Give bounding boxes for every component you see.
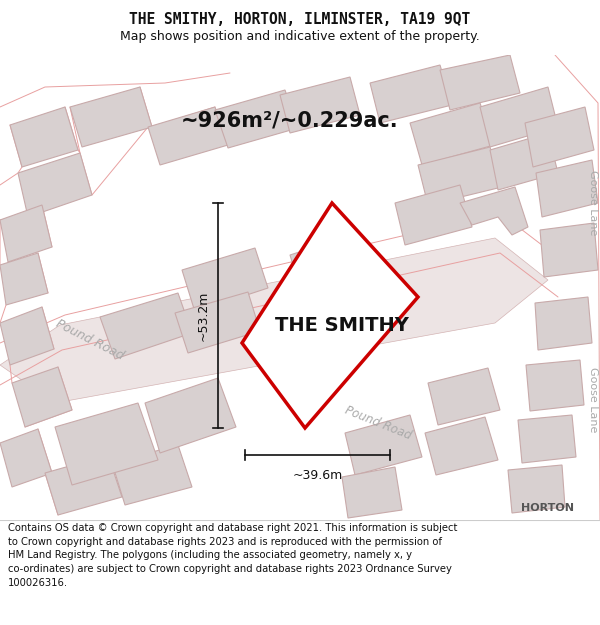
Polygon shape	[0, 253, 48, 305]
Polygon shape	[418, 147, 502, 205]
Polygon shape	[480, 87, 558, 147]
Polygon shape	[280, 77, 360, 133]
Text: ~53.2m: ~53.2m	[197, 290, 210, 341]
Text: THE SMITHY, HORTON, ILMINSTER, TA19 9QT: THE SMITHY, HORTON, ILMINSTER, TA19 9QT	[130, 12, 470, 27]
Polygon shape	[0, 307, 54, 365]
Polygon shape	[342, 467, 402, 518]
Polygon shape	[175, 292, 260, 353]
Polygon shape	[215, 90, 298, 148]
Text: Pound Road: Pound Road	[343, 404, 413, 442]
Polygon shape	[440, 55, 520, 110]
Polygon shape	[112, 445, 192, 505]
Polygon shape	[0, 429, 52, 487]
Polygon shape	[425, 417, 498, 475]
Polygon shape	[536, 160, 598, 217]
Polygon shape	[55, 403, 158, 485]
Polygon shape	[370, 65, 452, 123]
Polygon shape	[100, 293, 192, 359]
Polygon shape	[518, 415, 576, 463]
Polygon shape	[10, 107, 78, 167]
Polygon shape	[540, 223, 598, 277]
Text: ~926m²/~0.229ac.: ~926m²/~0.229ac.	[181, 110, 399, 130]
Text: THE SMITHY: THE SMITHY	[275, 316, 409, 335]
Text: ~39.6m: ~39.6m	[292, 469, 343, 482]
Text: Pound Road: Pound Road	[54, 318, 126, 362]
Polygon shape	[0, 238, 548, 403]
Text: Contains OS data © Crown copyright and database right 2021. This information is : Contains OS data © Crown copyright and d…	[8, 523, 457, 588]
Polygon shape	[18, 153, 92, 217]
Polygon shape	[395, 185, 472, 245]
Polygon shape	[45, 455, 122, 515]
Polygon shape	[535, 297, 592, 350]
Polygon shape	[526, 360, 584, 411]
Polygon shape	[490, 133, 558, 190]
Text: Map shows position and indicative extent of the property.: Map shows position and indicative extent…	[120, 30, 480, 43]
Polygon shape	[508, 465, 565, 513]
Polygon shape	[70, 87, 152, 147]
Polygon shape	[12, 367, 72, 427]
Polygon shape	[525, 107, 594, 167]
Polygon shape	[290, 233, 370, 295]
Polygon shape	[182, 248, 268, 312]
Polygon shape	[345, 415, 422, 475]
Text: Goose Lane: Goose Lane	[588, 368, 598, 432]
Polygon shape	[428, 368, 500, 425]
Polygon shape	[285, 283, 364, 345]
Polygon shape	[410, 103, 494, 165]
Polygon shape	[460, 187, 528, 235]
Text: Goose Lane: Goose Lane	[588, 170, 598, 236]
Polygon shape	[0, 205, 52, 262]
Polygon shape	[148, 107, 228, 165]
Polygon shape	[145, 378, 236, 453]
Text: HORTON: HORTON	[521, 503, 575, 513]
Polygon shape	[242, 203, 418, 428]
